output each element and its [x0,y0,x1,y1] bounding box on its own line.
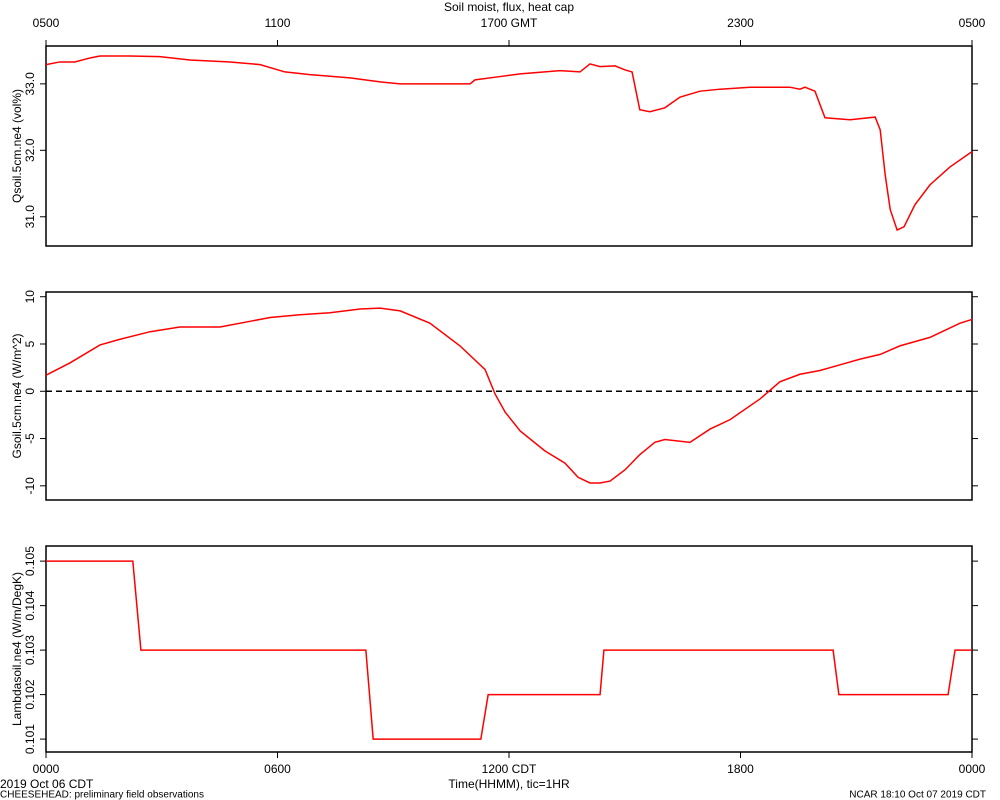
y-tick-label: 0.105 [23,546,37,576]
y-tick-label: 5 [23,340,37,347]
data-line [45,55,973,232]
y-axis-label: Qsoil.5cm.ne4 (vol%) [10,89,24,203]
y-tick-label: 0.103 [23,635,37,665]
x-tick-label: 1700 GMT [481,16,538,30]
y-tick-label: 0.102 [23,679,37,709]
date-label: 2019 Oct 06 CDT [0,777,94,791]
y-tick-label: -5 [23,433,37,444]
x-tick-label: 0500 [33,16,60,30]
plot-frame [45,291,973,501]
y-tick-label: 32.0 [23,138,37,162]
plot-frame [45,545,973,753]
credit-label: NCAR 18:10 Oct 07 2019 CDT [849,790,986,800]
y-tick-label: 10 [23,290,37,304]
x-tick-label: 2300 [727,16,754,30]
x-tick-label: 1200 CDT [482,762,537,776]
x-axis-label: Time(HHMM), tic=1HR [448,777,570,791]
x-tick-label: 1100 [265,16,291,30]
project-label: CHEESEHEAD: preliminary field observatio… [0,790,204,800]
x-tick-label: 0000 [33,762,60,776]
y-axis-label: Gsoil.5cm.ne4 (W/m^2) [10,334,24,459]
y-tick-label: 31.0 [23,205,37,229]
y-tick-label: 0 [23,388,37,395]
x-tick-label: 1800 [727,762,754,776]
y-tick-label: 0.104 [23,590,37,620]
x-tick-label: 0600 [264,762,291,776]
data-line [46,560,972,740]
y-tick-label: 0.101 [23,724,37,754]
chart-title: Soil moist, flux, heat cap [444,0,574,14]
y-tick-label: 33.0 [23,72,37,96]
x-tick-label: 0500 [959,16,986,30]
x-tick-label: 0000 [959,762,986,776]
data-line [45,307,973,484]
y-tick-label: -10 [23,477,37,495]
y-axis-label: Lambdasoil.ne4 (W/m/DegK) [10,572,24,726]
